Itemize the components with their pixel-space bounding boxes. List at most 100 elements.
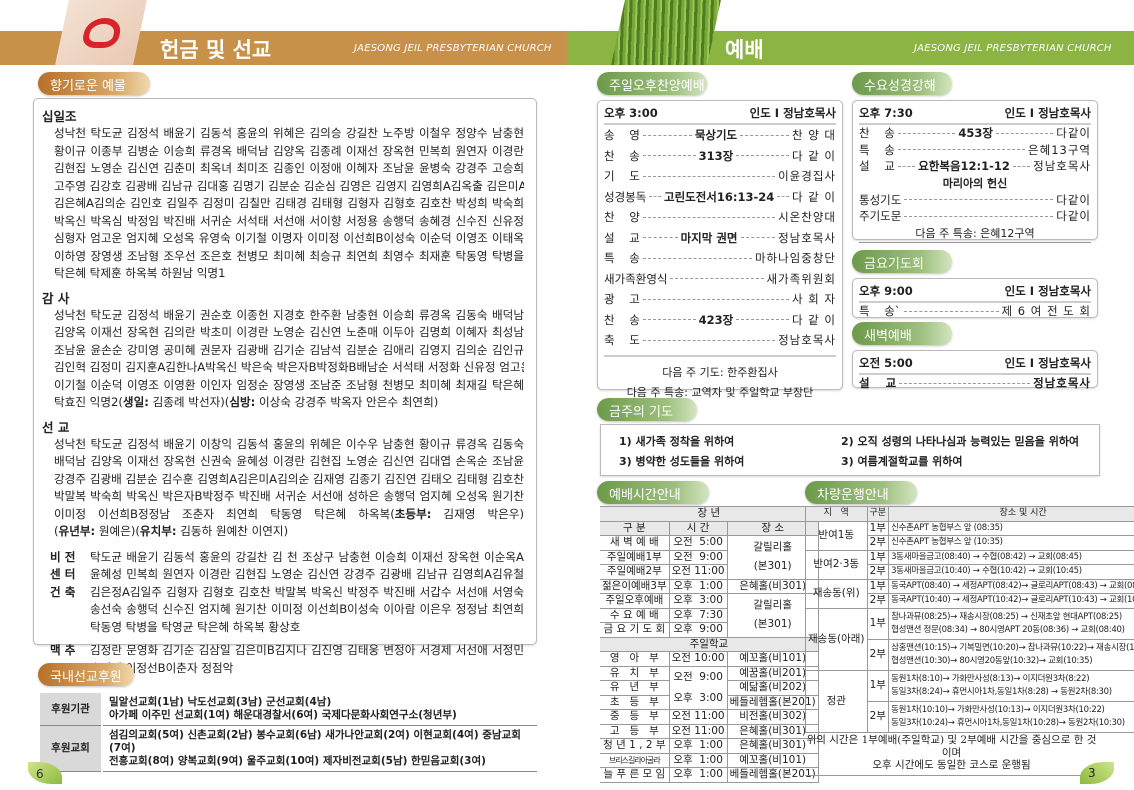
shuttle-row: 반여2·3동 1부 3동새마을금고(08:40) → 수협(08:42) → 교회(… xyxy=(805,549,1134,580)
page-number-right: 3 xyxy=(1088,766,1096,780)
run-part: 2부 xyxy=(866,564,890,580)
support-line: 섬김의교회(5여) 신촌교회(2남) 봉수교회(6남) 새가나안교회(2여) 이… xyxy=(109,729,521,754)
service-name: 젊은이예배3부 xyxy=(600,578,670,594)
dawn-box: 오전 5:00 인도 I 정남호목사 설 교 정남호목사 xyxy=(852,350,1098,390)
friday-header: 오후 9:00 인도 I 정남호목사 xyxy=(859,283,1091,303)
route: 참나과뮤(08:25)→ 재송시장(08:25) → 신재초앞 현대APT(08… xyxy=(888,607,1134,640)
offering-list-box: 십일조 성낙천 탁도균 김정석 배윤기 김동석 홍윤의 위혜은 김의승 강길찬 노… xyxy=(33,98,537,675)
service-place: 베들레헴홀(본201) xyxy=(727,767,819,783)
service-name: 새 벽 예 배 xyxy=(600,535,670,551)
service-time: 오후 9:00 xyxy=(669,622,728,638)
order-row: 찬 송 423장 다 같 이 xyxy=(604,310,836,331)
leader-dots xyxy=(736,319,789,321)
adult-header: 장 년 xyxy=(600,506,819,522)
order-person: 다 같 이 xyxy=(791,312,836,327)
order-person: 다 같 이 xyxy=(791,189,836,204)
service-place: 예닮홀(비202) xyxy=(727,680,819,696)
support-row: 후원교회 섬김의교회(5여) 신촌교회(2남) 봉수교회(6남) 새가나안교회(… xyxy=(40,725,537,772)
service-name: 수 요 예 배 xyxy=(600,607,670,623)
service-time: 오전 5:00 xyxy=(859,356,913,370)
note-label: 초등부: xyxy=(394,506,432,521)
support-cell: 섬김의교회(5여) 신촌교회(2남) 봉수교회(6남) 새가나안교회(2여) 이… xyxy=(102,725,537,772)
route-line: 동원1차(10:10)→ 가화만사성(10:13)→ 이지더원3차(10:22) xyxy=(891,704,1105,715)
service-place: 은혜홀(비301) xyxy=(727,578,819,594)
leader-dots xyxy=(670,278,764,280)
times-row: 초 등 부 베들레헴홀(본201) xyxy=(600,694,819,710)
leader-dots xyxy=(643,257,752,259)
forest-image xyxy=(611,0,721,65)
run-part: 1부 xyxy=(866,578,890,594)
name-text: 이미정 이선희B정정남 조춘자 최연희 탁동영 탁은혜 하옥복( xyxy=(54,506,395,521)
order-person: 정남호목사 xyxy=(1033,159,1092,173)
service-place: 예꼬홀(비101) xyxy=(727,752,819,768)
order-label: 설 교 xyxy=(859,376,897,390)
route: 동원1차(10:10)→ 가화만사성(10:13)→ 이지더원3차(10:22)… xyxy=(888,700,1134,733)
leader-dots xyxy=(904,199,1054,201)
order-label: 성경봉독 xyxy=(604,189,647,204)
next-special: 다음 주 특송: 교역자 및 주일학교 부장단 xyxy=(626,385,814,399)
place-line: (본301) xyxy=(753,618,792,631)
service-time: 오전 11:00 xyxy=(669,564,728,580)
route-line: 3동새마을금고(10:40) → 수협(10:42) → 교회(10:45) xyxy=(891,566,1082,577)
service-place: 비전홀(비302) xyxy=(727,709,819,725)
note-line: 오후 시간에도 동일한 코스로 운행됨 xyxy=(872,759,1031,771)
name-line: 배덕남 김양옥 이재선 장옥현 신권숙 윤혜성 이경란 김현집 노영순 김신연 … xyxy=(54,454,524,468)
column-header: 시 간 xyxy=(669,520,728,536)
service-time: 오전 9:00 xyxy=(669,549,728,565)
service-time: 오후 9:00 xyxy=(859,284,913,298)
cars-title: 차량운행안내 xyxy=(805,481,917,504)
dept-name: 브리스길라아굴라 xyxy=(600,752,670,768)
name-line: 김현집 노영순 김신연 김춘미 최옥녀 최미조 김종인 이정애 이혜자 조남윤 … xyxy=(54,161,524,175)
friday-title: 금요기도회 xyxy=(852,250,952,273)
route-line: 동국APT(08:40) → 세정APT(08:42)→ 글로리APT(08:4… xyxy=(891,580,1134,591)
service-leader: 인도 I 정남호목사 xyxy=(1004,106,1091,120)
order-label: 새가족환영식 xyxy=(604,271,668,286)
order-row: 특 송` 제 6 여 전 도 회 xyxy=(859,303,1091,320)
dept-name: 유 년 부 xyxy=(600,680,670,696)
shuttle-note: 위의 시간은 1부예배(주일학교) 및 2부예배 시간을 중심으로 한 것이며 … xyxy=(805,734,1098,776)
order-person: 사 회 자 xyxy=(791,292,836,306)
order-person: 다 같 이 xyxy=(791,148,836,163)
leader-dots xyxy=(740,134,789,136)
order-row: 새가족환영식 새가족위원회 xyxy=(604,269,836,290)
order-label: 찬 양 xyxy=(604,210,640,224)
friday-order: 특 송` 제 6 여 전 도 회 xyxy=(859,303,1091,320)
leader-dots xyxy=(898,149,1026,151)
route-line: 협성맨션(10:30)→ 80시영20동앞(10:32)→ 교회(10:35) xyxy=(891,655,1093,666)
route-line: 삼홍맨션(10:15)→ 기복밀면(10:20)→ 참나과뮤(10:22)→ 재… xyxy=(891,642,1134,653)
heart-icon xyxy=(80,18,124,48)
name-line: 이하영 장영생 조남형 조우선 조은호 천병모 최미혜 최승규 최연희 최영수 … xyxy=(54,248,524,263)
service-name: 주일예배1부 xyxy=(600,549,670,565)
dawn-title: 새벽예배 xyxy=(852,322,952,345)
sunday-pm-header: 오후 3:00 인도 I 정남호목사 xyxy=(604,105,836,125)
leader-dots xyxy=(777,196,789,198)
route-line: 신수촌APT 농협부스 앞 (08:35) xyxy=(891,522,1003,533)
name-line: 박말복 박숙희 박옥신 박은자B박정주 박진배 서귀순 서선애 성하은 송행덕 … xyxy=(54,489,524,503)
order-label: 설 교 xyxy=(859,159,895,173)
offering-category-heading: 선 교 xyxy=(42,419,70,435)
page-number-left: 6 xyxy=(28,762,62,784)
leader-dots xyxy=(643,134,692,136)
leader-dots xyxy=(904,215,1054,217)
order-label: 기 도 xyxy=(604,169,640,183)
order-label: 축 도 xyxy=(604,333,640,347)
next-prayer: 다음 주 기도: 한주환집사 xyxy=(662,365,778,379)
order-content: 고린도전서16:13-24 xyxy=(663,189,775,204)
place-line: 갈릴리홀 xyxy=(753,599,792,612)
wednesday-header: 오후 7:30 인도 I 정남호목사 xyxy=(859,105,1091,125)
order-row: 찬 송 453장 다같이 xyxy=(859,125,1091,142)
area-name: 반여1동 xyxy=(805,520,868,551)
wednesday-box: 오후 7:30 인도 I 정남호목사 찬 송 453장 다같이 특 송 은혜13구역 설 교… xyxy=(852,100,1098,243)
prayer-item: 3) 여름계절학교를 위하여 xyxy=(841,455,963,468)
order-label: 송 영 xyxy=(604,128,640,142)
name-text: 원예은)( xyxy=(95,524,140,538)
route: 삼홍맨션(10:15)→ 기복밀면(10:20)→ 참나과뮤(10:22)→ 재… xyxy=(888,638,1134,671)
run-part: 1부 xyxy=(866,549,890,565)
service-name: 주일오후예배 xyxy=(600,593,670,609)
friday-box: 오후 9:00 인도 I 정남호목사 특 송` 제 6 여 전 도 회 xyxy=(852,278,1098,318)
prayer-box: 1) 새가족 정착을 위하여 2) 오직 성령의 나타나심과 능력있는 믿음을 … xyxy=(600,424,1100,476)
time-line: 오후 3:00 xyxy=(673,691,723,704)
name-line: 성낙천 탁도균 김정석 배윤기 권순호 이종헌 지경호 한주환 남충현 이승희 … xyxy=(54,307,524,322)
order-row: 기 도 이윤경집사 xyxy=(604,166,836,187)
times-row: 청 년 1 , 2 부 오후 1:00 은혜홀(비301) xyxy=(600,738,819,754)
